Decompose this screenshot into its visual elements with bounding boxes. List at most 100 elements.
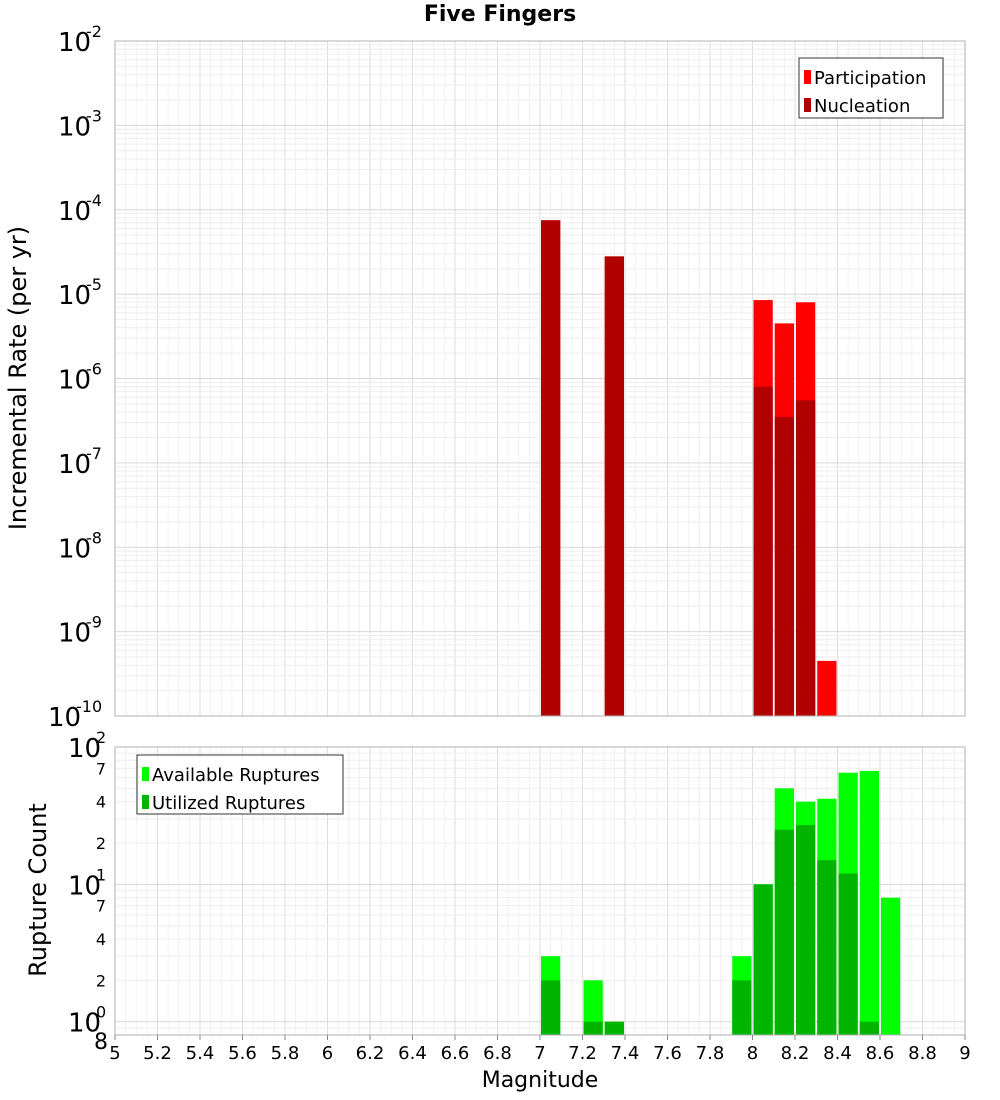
y-tick-label: 10-9 [58,613,102,649]
x-tick-label: 6.2 [356,1043,385,1064]
svg-text:2: 2 [96,728,106,747]
svg-text:10: 10 [58,366,91,396]
x-tick-label: 7.4 [611,1043,640,1064]
y-tick-label: 10-3 [58,106,102,142]
bar-inner-count [859,1021,879,1035]
y-minor-tick-label: 7 [96,759,106,778]
y-tick-label: 10-7 [58,444,102,480]
svg-text:-8: -8 [86,528,102,547]
legend-label: Available Ruptures [152,765,320,786]
x-tick-label: 8.2 [781,1043,810,1064]
bar-count [881,897,901,1035]
y-minor-tick-label: 8 [94,1030,108,1055]
bar-inner-count [838,873,858,1035]
svg-text:10: 10 [58,197,91,227]
bar-inner-count [732,980,752,1035]
svg-text:-7: -7 [86,444,102,463]
svg-text:10: 10 [68,871,101,901]
svg-text:-6: -6 [86,360,102,379]
x-tick-label: 8.6 [866,1043,895,1064]
y-minor-tick-label: 4 [96,793,106,812]
bar-inner-rate [774,416,794,716]
svg-text:10: 10 [58,281,91,311]
x-tick-label: 6.8 [483,1043,512,1064]
y-minor-tick-label: 2 [96,971,106,990]
svg-text:-3: -3 [86,106,102,125]
svg-text:10: 10 [48,703,81,733]
legend-box [798,57,944,119]
y-minor-tick-label: 2 [96,834,106,853]
x-tick-label: 9 [959,1043,970,1064]
x-tick-label: 5.8 [271,1043,300,1064]
x-axis-label: Magnitude [481,1068,599,1093]
plot-frame [114,40,966,717]
svg-text:1: 1 [96,865,106,884]
y-tick-label: 10-6 [58,360,102,396]
x-tick-label: 5.2 [143,1043,172,1064]
svg-text:10: 10 [58,534,91,564]
svg-text:10: 10 [58,450,91,480]
svg-text:10: 10 [68,734,101,764]
y-tick-label: 10-2 [58,22,102,58]
svg-text:10: 10 [58,28,91,58]
y-tick-label: 10-4 [58,191,102,227]
legend-label: Nucleation [814,96,910,117]
y-tick-label: 101 [68,865,106,901]
svg-text:-4: -4 [86,191,102,210]
x-tick-label: 6.6 [441,1043,470,1064]
x-tick-label: 8.8 [908,1043,937,1064]
x-tick-label: 7.6 [653,1043,682,1064]
bar-inner-rate [753,386,773,716]
svg-text:-9: -9 [86,613,102,632]
x-tick-label: 5.4 [186,1043,215,1064]
x-tick-label: 5 [109,1043,120,1064]
y-minor-tick-label: 4 [96,930,106,949]
x-tick-label: 7.2 [568,1043,597,1064]
x-tick-label: 8.4 [823,1043,852,1064]
bar-inner-count [604,1021,624,1035]
x-tick-label: 5.6 [228,1043,257,1064]
legend-label: Participation [814,68,926,89]
y-tick-label: 100 [68,1003,106,1039]
bar-count [859,770,879,1035]
legend-box [136,754,344,815]
legend-swatch [804,98,811,112]
x-tick-label: 6 [322,1043,333,1064]
panel-0: 10-210-310-410-510-610-710-810-910-10 [48,22,966,733]
legend-swatch [142,767,149,781]
legend-label: Utilized Ruptures [152,793,305,814]
x-tick-label: 7.8 [696,1043,725,1064]
svg-text:-5: -5 [86,275,102,294]
svg-text:-10: -10 [76,697,102,716]
bar-inner-rate [604,256,624,716]
bar-inner-count [774,829,794,1035]
x-tick-label: 7 [534,1043,545,1064]
legend-swatch [142,795,149,809]
svg-text:10: 10 [58,619,91,649]
bar-inner-count [583,1021,603,1035]
y-tick-label: 102 [68,728,106,764]
bar-inner-count [541,980,561,1035]
svg-text:10: 10 [58,112,91,142]
y-minor-tick-label: 7 [96,897,106,916]
svg-text:-2: -2 [86,22,102,41]
bar-count [583,980,603,1035]
y-tick-label: 10-5 [58,275,102,311]
bar-inner-rate [541,220,561,717]
chart-title: Five Fingers [423,2,577,27]
y-tick-label: 10-8 [58,528,102,564]
bar-inner-count [817,860,837,1035]
bar-inner-count [753,884,773,1035]
bar-inner-rate [796,400,816,716]
x-tick-label: 6.4 [398,1043,427,1064]
svg-text:0: 0 [96,1003,106,1022]
y-tick-label: 10-10 [48,697,102,733]
x-tick-label: 8 [747,1043,758,1064]
legend-top: Participation Nucleation [798,57,944,119]
svg-text:10: 10 [68,1009,101,1039]
bar-inner-count [796,825,816,1035]
bar-rate [817,660,837,716]
legend-bottom: Available Ruptures Utilized Ruptures [136,754,344,815]
